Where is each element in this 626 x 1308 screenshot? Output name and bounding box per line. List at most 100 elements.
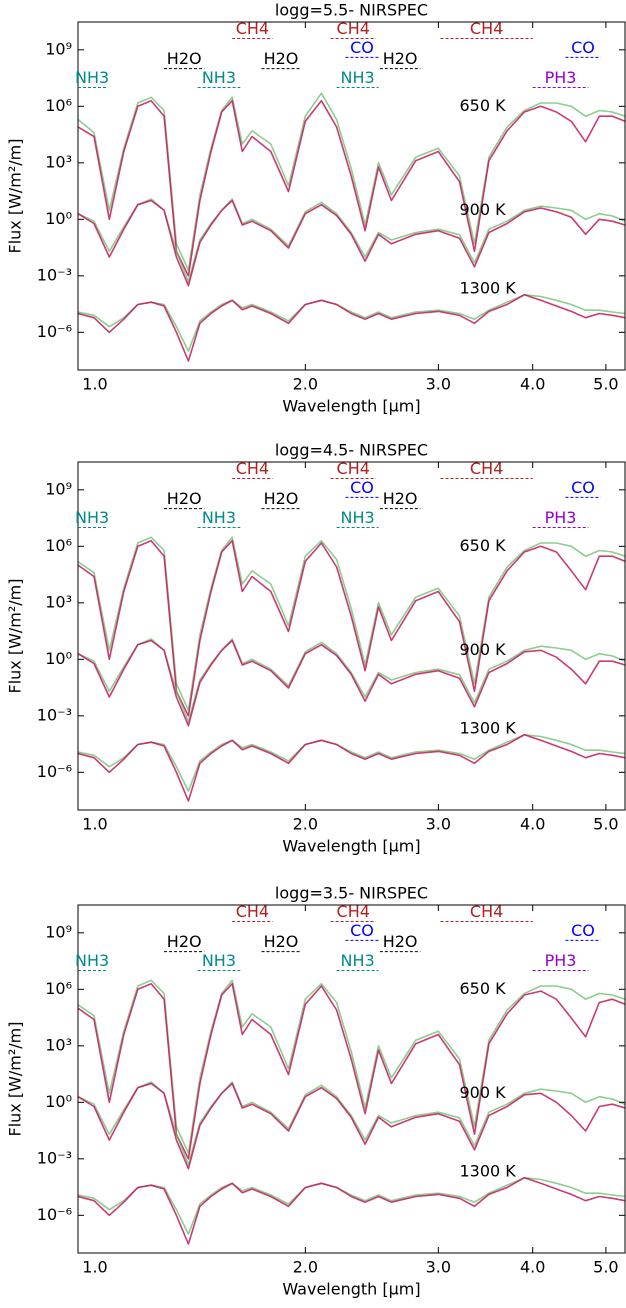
band-label: NH3	[340, 508, 374, 527]
band-label: H2O	[264, 49, 299, 68]
x-tick-label: 4.0	[520, 815, 545, 834]
spectrum-line	[78, 639, 625, 727]
band-label: CH4	[337, 19, 370, 38]
band-label: PH3	[545, 68, 577, 87]
y-tick-label: 10⁻³	[37, 705, 72, 724]
band-label: NH3	[340, 951, 374, 970]
temperature-label: 900 K	[460, 1083, 507, 1102]
x-tick-label: 4.0	[520, 375, 545, 394]
y-tick-label: 10⁹	[45, 922, 72, 941]
spectrum-line	[78, 982, 625, 1160]
band-label: CO	[350, 478, 374, 497]
spectrum-line	[78, 539, 625, 717]
temperature-label: 650 K	[460, 96, 507, 115]
x-tick-label: 5.0	[593, 1258, 618, 1277]
y-tick-label: 10³	[45, 152, 72, 171]
spectrum-line	[78, 733, 625, 792]
y-tick-label: 10³	[45, 1035, 72, 1054]
band-label: CH4	[236, 459, 269, 478]
chart-title: logg=4.5- NIRSPEC	[275, 441, 428, 460]
band-label: PH3	[545, 951, 577, 970]
y-tick-label: 10⁶	[45, 96, 72, 115]
band-label: NH3	[202, 68, 236, 87]
x-axis-label: Wavelength [μm]	[282, 1280, 420, 1299]
panel: logg=4.5- NIRSPEC Wavelength [μm] Flux [W/…	[6, 441, 626, 856]
y-axis-label: Flux [W/m²/m]	[6, 578, 25, 693]
plot-frame	[77, 461, 626, 811]
band-label: H2O	[383, 932, 418, 951]
y-tick-label: 10⁻³	[37, 1148, 72, 1167]
temperature-label: 650 K	[460, 536, 507, 555]
y-axis-label: Flux [W/m²/m]	[6, 138, 25, 253]
temperature-label: 1300 K	[460, 1161, 517, 1180]
plot-frame	[77, 21, 626, 371]
band-label: H2O	[167, 932, 202, 951]
band-label: H2O	[264, 932, 299, 951]
x-tick-label: 2.0	[293, 375, 318, 394]
spectrum-line	[78, 198, 625, 283]
band-label: NH3	[202, 951, 236, 970]
band-label: NH3	[75, 508, 109, 527]
y-tick-label: 10⁰	[45, 649, 72, 668]
band-label: CH4	[236, 902, 269, 921]
band-label: H2O	[383, 49, 418, 68]
x-tick-label: 3.0	[426, 375, 451, 394]
panel: logg=5.5- NIRSPEC Wavelength [μm] Flux [W/…	[6, 1, 626, 416]
spectrum-line	[78, 1082, 625, 1170]
chart-title: logg=3.5- NIRSPEC	[275, 884, 428, 903]
x-axis-label: Wavelength [μm]	[282, 837, 420, 856]
y-tick-label: 10⁶	[45, 536, 72, 555]
band-label: CH4	[470, 902, 503, 921]
x-tick-label: 1.0	[82, 375, 107, 394]
band-label: NH3	[202, 508, 236, 527]
x-axis-label: Wavelength [μm]	[282, 397, 420, 416]
temperature-label: 900 K	[460, 640, 507, 659]
y-tick-label: 10⁻⁶	[37, 1205, 72, 1224]
spectrum-line	[78, 99, 625, 277]
band-label: CH4	[337, 459, 370, 478]
x-tick-label: 5.0	[593, 375, 618, 394]
band-label: H2O	[264, 489, 299, 508]
spectrum-line	[78, 733, 625, 802]
y-tick-label: 10⁰	[45, 209, 72, 228]
plot-frame	[77, 904, 626, 1254]
temperature-label: 1300 K	[460, 278, 517, 297]
temperature-label: 900 K	[460, 200, 507, 219]
band-label: CH4	[236, 19, 269, 38]
x-tick-label: 1.0	[82, 815, 107, 834]
spectrum-line	[78, 1176, 625, 1235]
spectrum-line	[78, 92, 625, 271]
spectrum-line	[78, 536, 625, 711]
chart-title: logg=5.5- NIRSPEC	[275, 1, 428, 20]
x-tick-label: 3.0	[426, 815, 451, 834]
band-label: NH3	[75, 951, 109, 970]
panel: logg=3.5- NIRSPEC Wavelength [μm] Flux [W/…	[6, 884, 626, 1299]
band-label: NH3	[75, 68, 109, 87]
band-label: H2O	[383, 489, 418, 508]
y-tick-label: 10⁻⁶	[37, 322, 72, 341]
lines	[78, 92, 625, 362]
band-label: CO	[571, 921, 595, 940]
y-tick-label: 10⁰	[45, 1092, 72, 1111]
x-tick-label: 5.0	[593, 815, 618, 834]
band-label: CH4	[470, 19, 503, 38]
y-tick-label: 10⁹	[45, 39, 72, 58]
y-tick-label: 10³	[45, 592, 72, 611]
spectrum-line	[78, 199, 625, 287]
band-label: H2O	[167, 489, 202, 508]
x-tick-label: 1.0	[82, 1258, 107, 1277]
band-label: H2O	[167, 49, 202, 68]
temperature-label: 1300 K	[460, 718, 517, 737]
band-label: PH3	[545, 508, 577, 527]
x-tick-label: 4.0	[520, 1258, 545, 1277]
band-label: CO	[350, 921, 374, 940]
y-tick-label: 10⁶	[45, 979, 72, 998]
x-tick-label: 2.0	[293, 1258, 318, 1277]
y-tick-label: 10⁻³	[37, 265, 72, 284]
band-label: CO	[571, 478, 595, 497]
y-tick-label: 10⁻⁶	[37, 762, 72, 781]
spectrum-line	[78, 293, 625, 362]
temperature-label: 650 K	[460, 979, 507, 998]
